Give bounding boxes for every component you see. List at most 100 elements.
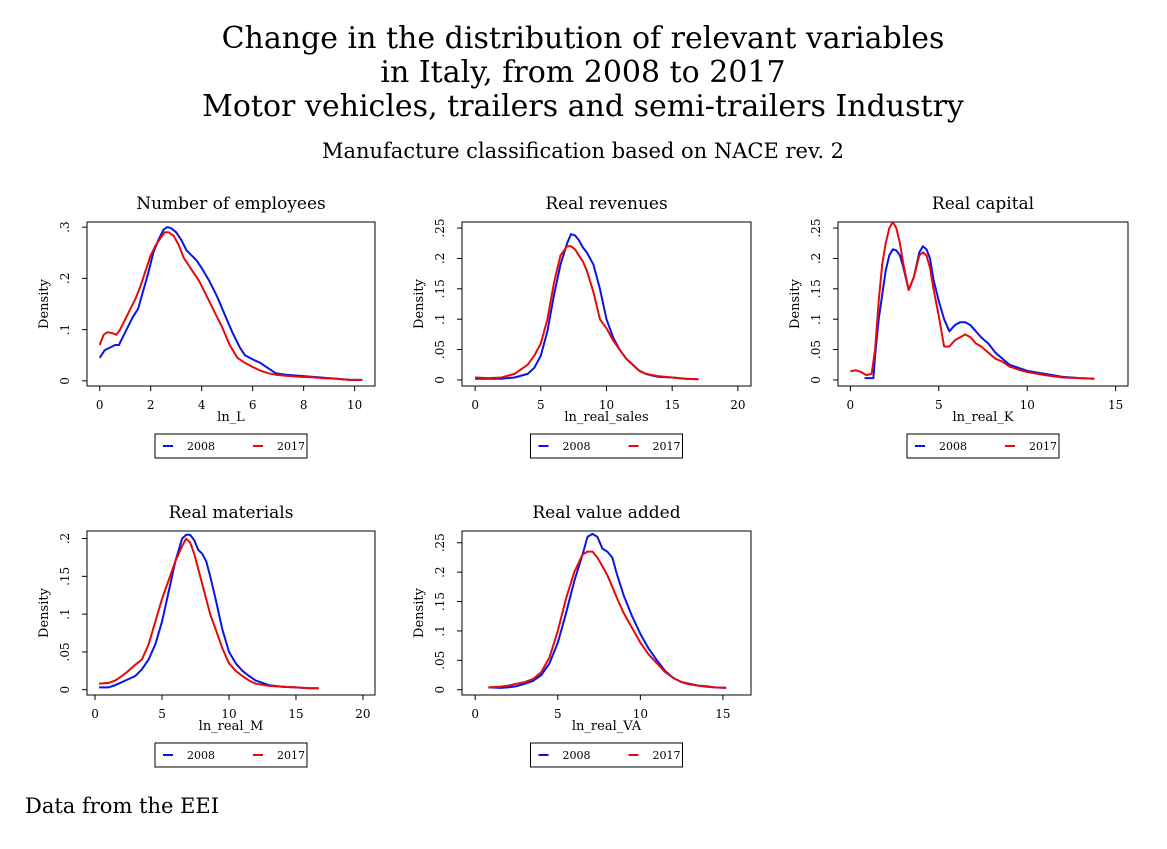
x-tick-label: 0 (847, 398, 855, 412)
y-tick-label: .1 (58, 324, 72, 335)
series-line-2017 (98, 231, 363, 381)
x-tick-label: 15 (665, 398, 680, 412)
plot-frame (86, 221, 376, 387)
legend: 2008 2017 (154, 742, 308, 768)
panel-title: Real materials (169, 503, 294, 523)
plot-frame (837, 221, 1129, 387)
y-tick-label: .05 (433, 340, 447, 359)
panel-title: Real capital (932, 194, 1034, 214)
x-tick-label: 20 (355, 707, 370, 721)
x-axis-label: ln_real_K (952, 410, 1013, 425)
y-axis-label: Density (37, 278, 52, 329)
y-tick-label: 0 (433, 686, 447, 694)
x-tick-label: 10 (1020, 398, 1035, 412)
x-tick-label: 20 (730, 398, 745, 412)
x-tick-label: 5 (158, 707, 166, 721)
y-axis-label: Density (412, 587, 427, 638)
panel-3: Real capital 0 5 10 15 0 .05 .1 .15 .2 .25 ln_real_… (788, 194, 1129, 459)
legend-label: 2008 (939, 440, 967, 453)
x-tick-label: 0 (471, 707, 479, 721)
y-tick-label: 0 (58, 377, 72, 385)
x-tick-label: 10 (599, 398, 614, 412)
y-tick-label: .2 (58, 273, 72, 284)
x-tick-label: 15 (1108, 398, 1123, 412)
y-axis-label: Density (788, 278, 803, 329)
legend-label: 2017 (277, 749, 305, 762)
x-tick-label: 8 (300, 398, 308, 412)
x-axis-label: ln_real_sales (564, 410, 648, 425)
y-tick-label: .25 (433, 533, 447, 552)
series-line-2008 (488, 532, 727, 689)
x-axis-label: ln_real_M (199, 719, 264, 734)
y-tick-label: .1 (809, 313, 823, 324)
y-tick-label: .05 (433, 651, 447, 670)
series-line-2017 (850, 221, 1095, 380)
legend: 2008 2017 (530, 742, 683, 768)
y-tick-label: .15 (433, 592, 447, 611)
x-tick-label: 15 (715, 707, 730, 721)
legend: 2008 2017 (906, 433, 1060, 459)
legend: 2008 2017 (530, 433, 683, 459)
x-tick-label: 15 (288, 707, 303, 721)
x-tick-label: 5 (935, 398, 943, 412)
y-tick-label: .15 (433, 279, 447, 298)
y-tick-label: .1 (433, 625, 447, 636)
x-tick-label: 5 (554, 707, 562, 721)
x-tick-label: 4 (198, 398, 206, 412)
y-tick-label: .25 (433, 219, 447, 238)
y-tick-label: .05 (809, 340, 823, 359)
y-tick-label: .15 (58, 567, 72, 586)
panel-1: Number of employees 0 2 4 6 8 10 0 .1 .2 .3 ln_L Den… (37, 194, 376, 459)
x-tick-label: 10 (633, 707, 648, 721)
y-axis-label: Density (412, 278, 427, 329)
x-axis-label: ln_L (217, 410, 245, 425)
panels-group: Number of employees 0 2 4 6 8 10 0 .1 .2 .3 ln_L Den… (37, 194, 1129, 768)
legend-box (530, 742, 683, 768)
figure-subtitle: Manufacture classification based on NACE… (322, 139, 844, 163)
figure-title-line-3: Motor vehicles, trailers and semi-traile… (202, 89, 964, 124)
y-tick-label: 0 (58, 686, 72, 694)
legend-box (906, 433, 1060, 459)
legend-box (530, 433, 683, 459)
y-tick-label: .2 (433, 566, 447, 577)
figure-note: Data from the EEI (25, 794, 219, 818)
legend-label: 2008 (187, 440, 215, 453)
series-line-2008 (864, 245, 1095, 380)
series-line-2008 (98, 226, 363, 381)
panel-5: Real value added 0 5 10 15 0 .05 .1 .15 .2 .25 ln_r… (412, 503, 752, 768)
legend-label: 2008 (187, 749, 215, 762)
y-tick-label: .1 (433, 313, 447, 324)
y-tick-label: .3 (58, 221, 72, 232)
y-tick-label: .15 (809, 279, 823, 298)
panel-title: Real value added (532, 503, 680, 523)
y-tick-label: .2 (58, 533, 72, 544)
x-tick-label: 6 (249, 398, 257, 412)
series-line-2017 (475, 245, 699, 381)
series-line-2008 (99, 533, 319, 690)
legend-label: 2017 (277, 440, 305, 453)
series-line-2017 (99, 537, 319, 690)
y-tick-label: .2 (809, 253, 823, 264)
y-tick-label: .2 (433, 253, 447, 264)
legend-label: 2008 (563, 749, 591, 762)
y-tick-label: .05 (58, 642, 72, 661)
panel-2: Real revenues 0 5 10 15 20 0 .05 .1 .15 .2 .25 ln_re… (412, 194, 752, 459)
legend-box (154, 433, 308, 459)
legend-label: 2017 (653, 440, 681, 453)
x-tick-label: 0 (91, 707, 99, 721)
panel-title: Real revenues (545, 194, 667, 214)
figure-title-line-1: Change in the distribution of relevant v… (222, 21, 945, 56)
panel-4: Real materials 0 5 10 15 20 0 .05 .1 .15 .2 ln_real… (37, 503, 376, 768)
y-tick-label: 0 (809, 376, 823, 384)
x-axis-label: ln_real_VA (572, 719, 642, 734)
x-tick-label: 2 (147, 398, 155, 412)
legend-label: 2017 (653, 749, 681, 762)
legend-label: 2008 (563, 440, 591, 453)
y-tick-label: 0 (433, 376, 447, 384)
series-line-2008 (475, 233, 699, 381)
x-tick-label: 10 (221, 707, 236, 721)
legend-label: 2017 (1029, 440, 1057, 453)
x-tick-label: 10 (347, 398, 362, 412)
legend: 2008 2017 (154, 433, 308, 459)
x-tick-label: 0 (96, 398, 104, 412)
